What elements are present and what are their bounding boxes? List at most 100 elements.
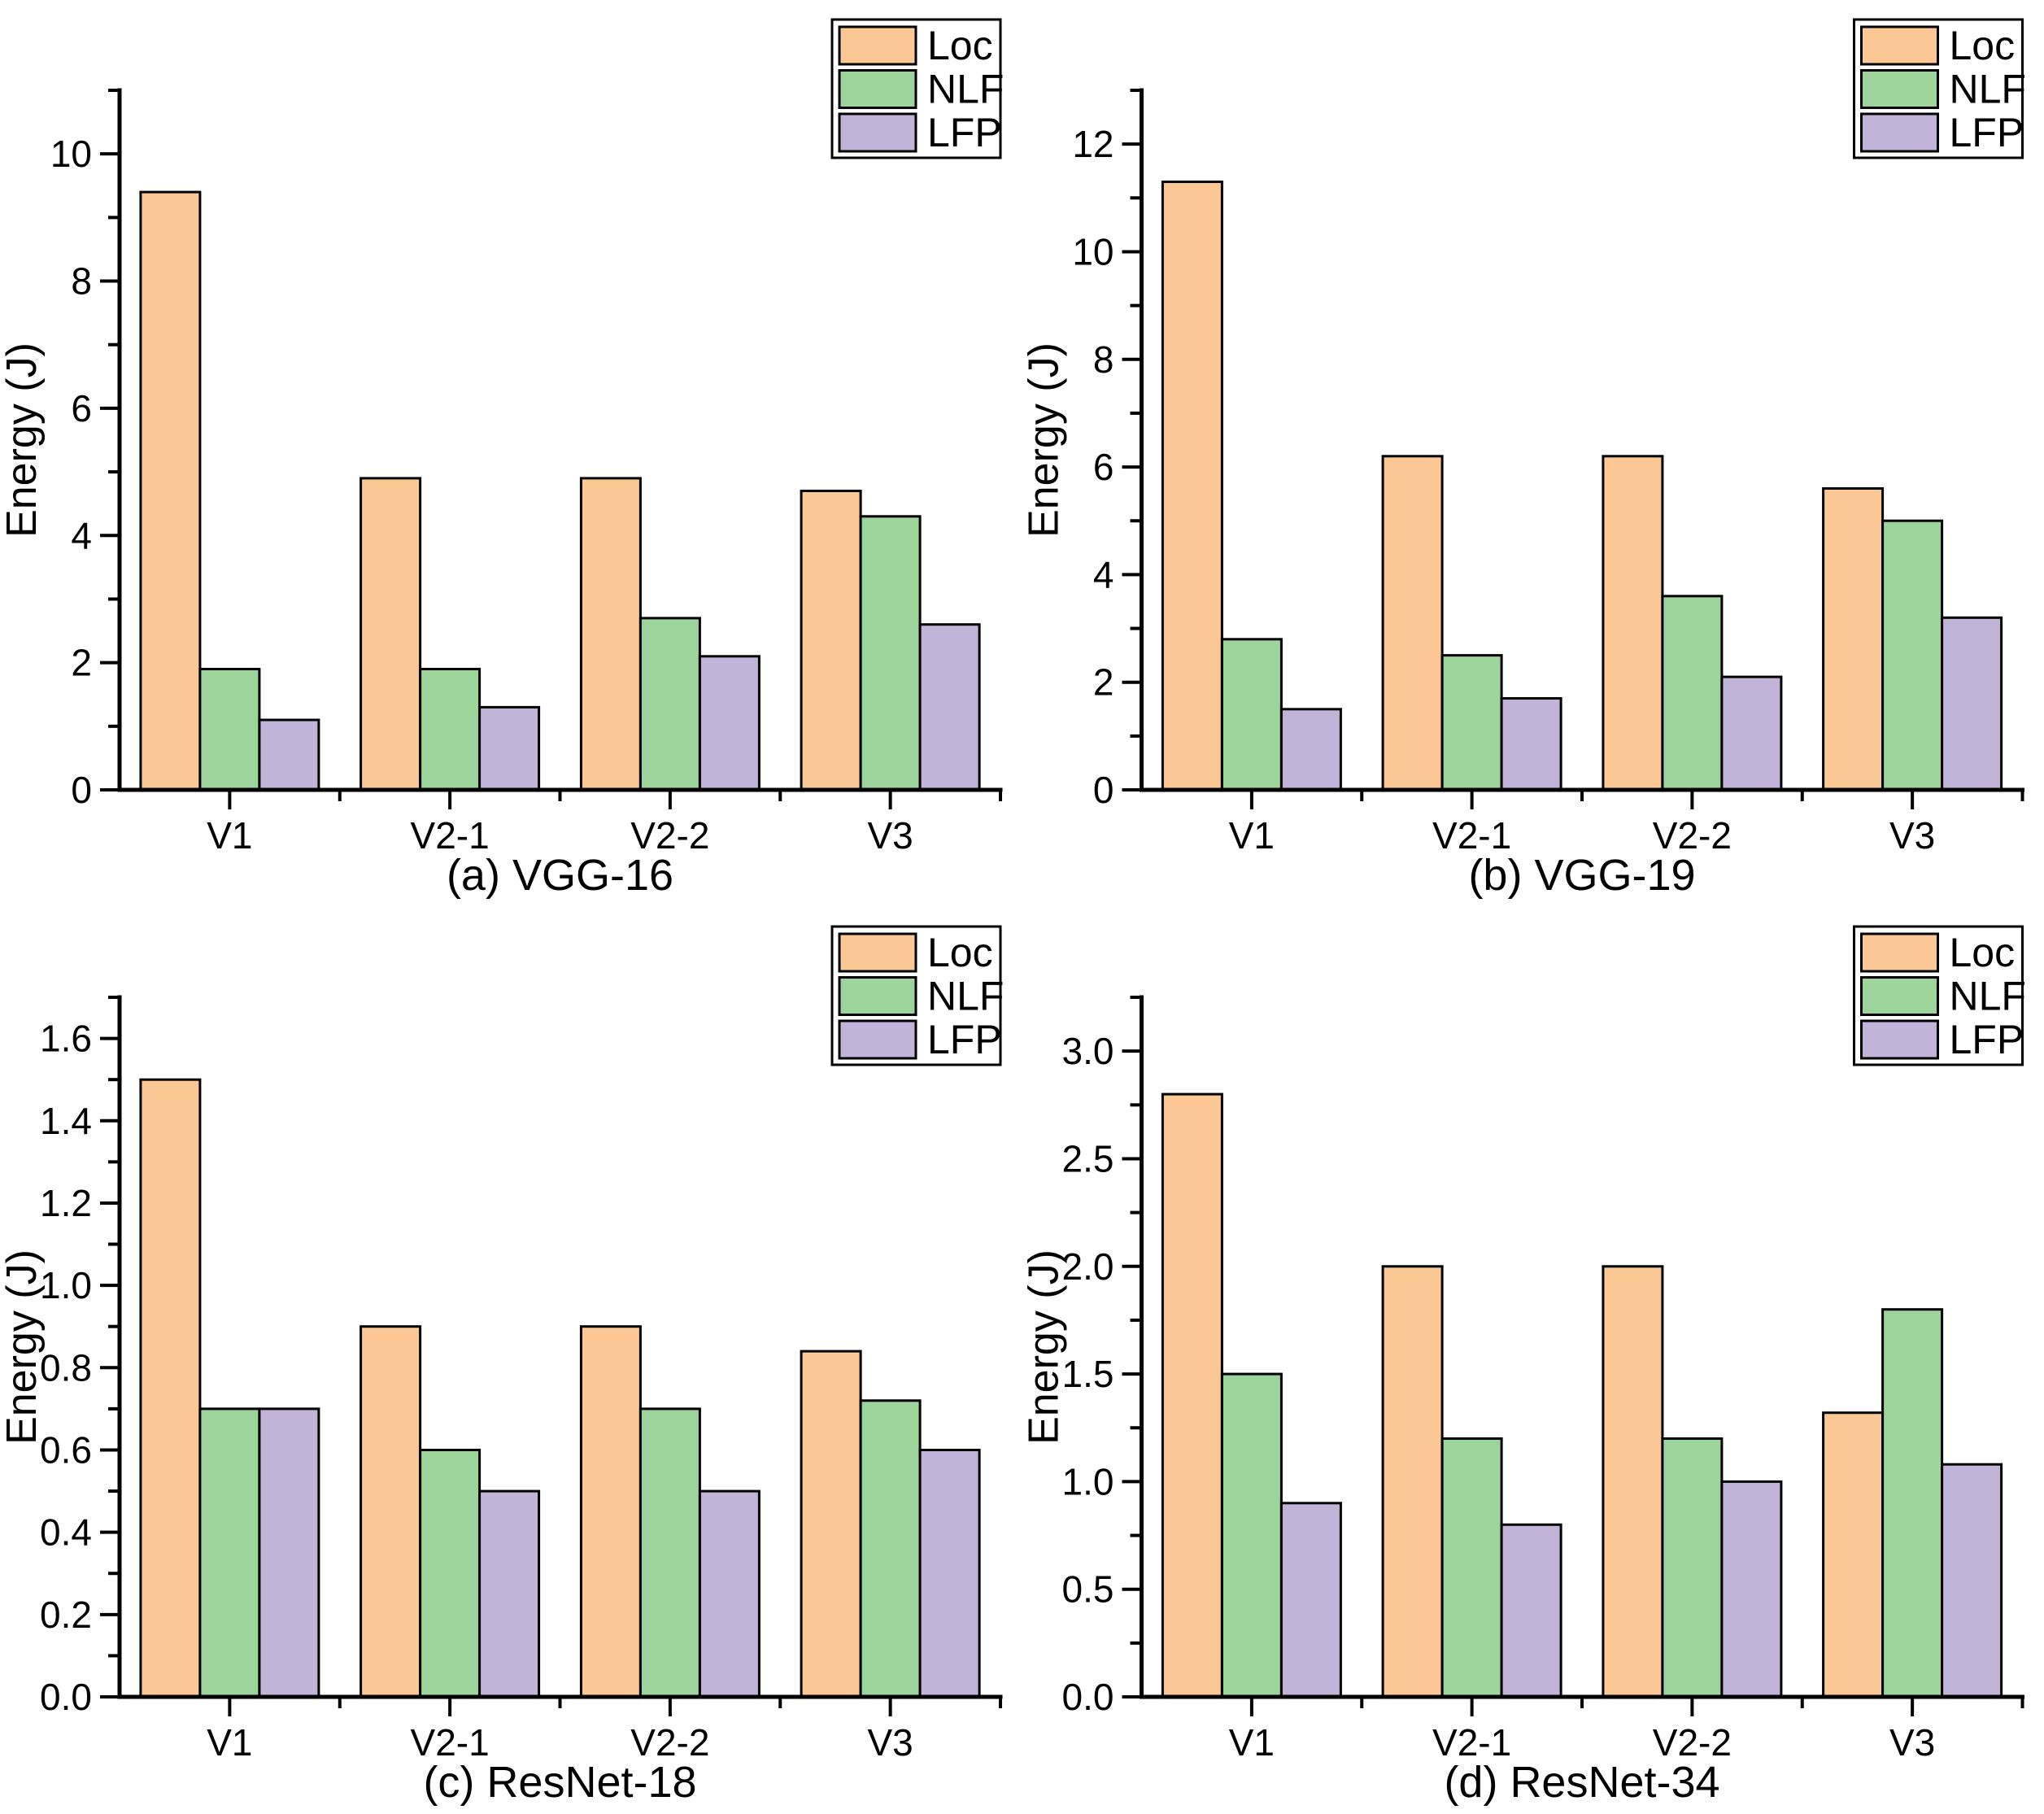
bar-Loc-V3 bbox=[800, 1350, 862, 1698]
legend-label-NLF: NLF bbox=[1950, 974, 2026, 1019]
legend-swatch-LFP bbox=[838, 1019, 917, 1060]
legend-swatch-Loc bbox=[1860, 25, 1939, 66]
x-category-label: V1 bbox=[207, 1721, 252, 1764]
bars-group bbox=[1161, 1092, 2003, 1698]
bar-NLF-V1 bbox=[1220, 638, 1283, 791]
chart-root: 0 2 4 6 8 10 V1 V2-1 V2-2 V3 Energy (J) (a) VGG-16 L… bbox=[0, 18, 1004, 900]
legend-swatch-NLF bbox=[1860, 976, 1939, 1016]
y-tick-label: 0.6 bbox=[40, 1428, 92, 1471]
bar-NLF-V1 bbox=[198, 1407, 261, 1698]
chart-root: 0 2 4 6 8 10 12 V1 V2-1 V2-2 V3 Energy (J) (b) VGG-1… bbox=[1022, 18, 2026, 900]
panel-a-vgg16: 0 2 4 6 8 10 V1 V2-1 V2-2 V3 Energy (J) (a) VGG-16 L… bbox=[0, 0, 1022, 907]
chart-a-vgg16: 0 2 4 6 8 10 V1 V2-1 V2-2 V3 Energy (J) (a) VGG-16 L… bbox=[0, 18, 1004, 900]
y-tick-label: 0.2 bbox=[40, 1594, 92, 1636]
x-category-label: V3 bbox=[1889, 1721, 1935, 1764]
legend-label-NLF: NLF bbox=[927, 67, 1004, 112]
bar-NLF-V2-2 bbox=[638, 617, 701, 791]
y-tick-label: 4 bbox=[1093, 553, 1114, 595]
x-category-label: V2-1 bbox=[1432, 814, 1511, 857]
bar-Loc-V2-1 bbox=[1381, 1265, 1444, 1698]
y-tick-label: 2.0 bbox=[1062, 1245, 1114, 1288]
x-category-label: V2-2 bbox=[630, 1721, 709, 1764]
panel-c-resnet18: 0.0 0.2 0.4 0.6 0.8 1.0 1.2 1.4 1.6 V1 V2-1 V2-2 V3 E… bbox=[0, 907, 1022, 1814]
y-tick-label: 12 bbox=[1072, 123, 1114, 165]
bar-LFP-V2-2 bbox=[1720, 675, 1783, 791]
bar-Loc-V1 bbox=[1161, 181, 1223, 791]
y-tick-label: 8 bbox=[1093, 338, 1114, 381]
y-tick-label: 2 bbox=[71, 642, 92, 684]
y-tick-label: 1.4 bbox=[40, 1100, 92, 1142]
y-tick-label: 10 bbox=[1072, 230, 1114, 273]
bar-NLF-V1 bbox=[198, 668, 261, 791]
legend-label-LFP: LFP bbox=[927, 1017, 1002, 1062]
chart-b-vgg19: 0 2 4 6 8 10 12 V1 V2-1 V2-2 V3 Energy (J) (b) VGG-1… bbox=[1022, 18, 2026, 900]
chart-c-resnet18: 0.0 0.2 0.4 0.6 0.8 1.0 1.2 1.4 1.6 V1 V2-1 V2-2 V3 E… bbox=[0, 925, 1004, 1807]
bar-LFP-V3 bbox=[918, 623, 981, 791]
y-tick-label: 6 bbox=[1093, 446, 1114, 488]
bar-LFP-V2-1 bbox=[478, 705, 541, 791]
bar-NLF-V3 bbox=[1881, 1308, 1944, 1698]
legend-swatch-NLF bbox=[838, 69, 917, 109]
bar-LFP-V2-2 bbox=[698, 655, 761, 791]
y-tick-label: 0.8 bbox=[40, 1346, 92, 1389]
bar-NLF-V2-1 bbox=[1440, 654, 1503, 791]
bar-LFP-V3 bbox=[918, 1449, 981, 1698]
y-tick-label: 8 bbox=[71, 260, 92, 303]
legend-label-Loc: Loc bbox=[1950, 23, 2016, 68]
chart-root: 0.0 0.2 0.4 0.6 0.8 1.0 1.2 1.4 1.6 V1 V2-1 V2-2 V3 E… bbox=[0, 925, 1004, 1807]
x-category-label: V2-1 bbox=[411, 814, 490, 857]
bar-NLF-V3 bbox=[859, 1399, 922, 1698]
y-tick-label: 0.0 bbox=[40, 1676, 92, 1718]
legend-swatch-NLF bbox=[1860, 69, 1939, 109]
panel-caption: (d) ResNet-34 bbox=[1444, 1758, 1719, 1807]
x-category-label: V2-2 bbox=[1653, 1721, 1732, 1764]
panel-caption: (b) VGG-19 bbox=[1468, 851, 1695, 900]
bars-group bbox=[139, 190, 981, 791]
x-category-label: V2-2 bbox=[1653, 814, 1732, 857]
x-category-label: V3 bbox=[1889, 814, 1935, 857]
bar-Loc-V2-2 bbox=[579, 1325, 642, 1698]
bar-Loc-V2-1 bbox=[1381, 455, 1444, 791]
bar-LFP-V1 bbox=[258, 1407, 320, 1698]
bar-Loc-V2-1 bbox=[360, 477, 422, 791]
x-ticks: V1 V2-1 V2-2 V3 bbox=[207, 790, 1002, 857]
bar-LFP-V1 bbox=[258, 718, 320, 791]
bar-NLF-V2-1 bbox=[1440, 1437, 1503, 1698]
y-tick-label: 3.0 bbox=[1062, 1030, 1114, 1072]
bar-NLF-V3 bbox=[1881, 519, 1944, 791]
y-axis-title: Energy (J) bbox=[0, 1249, 46, 1445]
bar-LFP-V1 bbox=[1279, 708, 1342, 791]
y-tick-label: 0 bbox=[71, 769, 92, 811]
y-tick-label: 10 bbox=[50, 133, 92, 175]
legend-swatch-Loc bbox=[838, 932, 917, 973]
legend-label-NLF: NLF bbox=[927, 974, 1004, 1019]
panel-caption: (a) VGG-16 bbox=[447, 851, 673, 900]
bar-Loc-V2-1 bbox=[360, 1325, 422, 1698]
x-category-label: V2-2 bbox=[630, 814, 709, 857]
y-tick-label: 0 bbox=[1093, 769, 1114, 811]
bar-Loc-V3 bbox=[1822, 487, 1885, 791]
legend-label-LFP: LFP bbox=[927, 110, 1002, 155]
bar-Loc-V2-2 bbox=[1602, 1265, 1664, 1698]
legend-label-Loc: Loc bbox=[927, 930, 993, 975]
bar-Loc-V2-2 bbox=[1602, 455, 1664, 791]
y-tick-label: 6 bbox=[71, 387, 92, 430]
x-ticks: V1 V2-1 V2-2 V3 bbox=[207, 1697, 1002, 1764]
x-ticks: V1 V2-1 V2-2 V3 bbox=[1229, 790, 2024, 857]
x-category-label: V1 bbox=[207, 814, 252, 857]
y-tick-label: 4 bbox=[71, 514, 92, 556]
bar-NLF-V2-1 bbox=[419, 1449, 482, 1698]
x-category-label: V2-1 bbox=[1432, 1721, 1511, 1764]
panel-b-vgg19: 0 2 4 6 8 10 12 V1 V2-1 V2-2 V3 Energy (J) (b) VGG-1… bbox=[1022, 0, 2044, 907]
y-axis-title: Energy (J) bbox=[1022, 342, 1068, 538]
bar-NLF-V2-2 bbox=[638, 1407, 701, 1698]
legend-label-LFP: LFP bbox=[1950, 1017, 2024, 1062]
bar-NLF-V2-2 bbox=[1661, 595, 1724, 791]
bar-Loc-V3 bbox=[800, 490, 862, 791]
x-category-label: V3 bbox=[867, 1721, 913, 1764]
legend-swatch-Loc bbox=[838, 25, 917, 66]
y-tick-label: 2.5 bbox=[1062, 1137, 1114, 1180]
x-category-label: V1 bbox=[1229, 1721, 1275, 1764]
